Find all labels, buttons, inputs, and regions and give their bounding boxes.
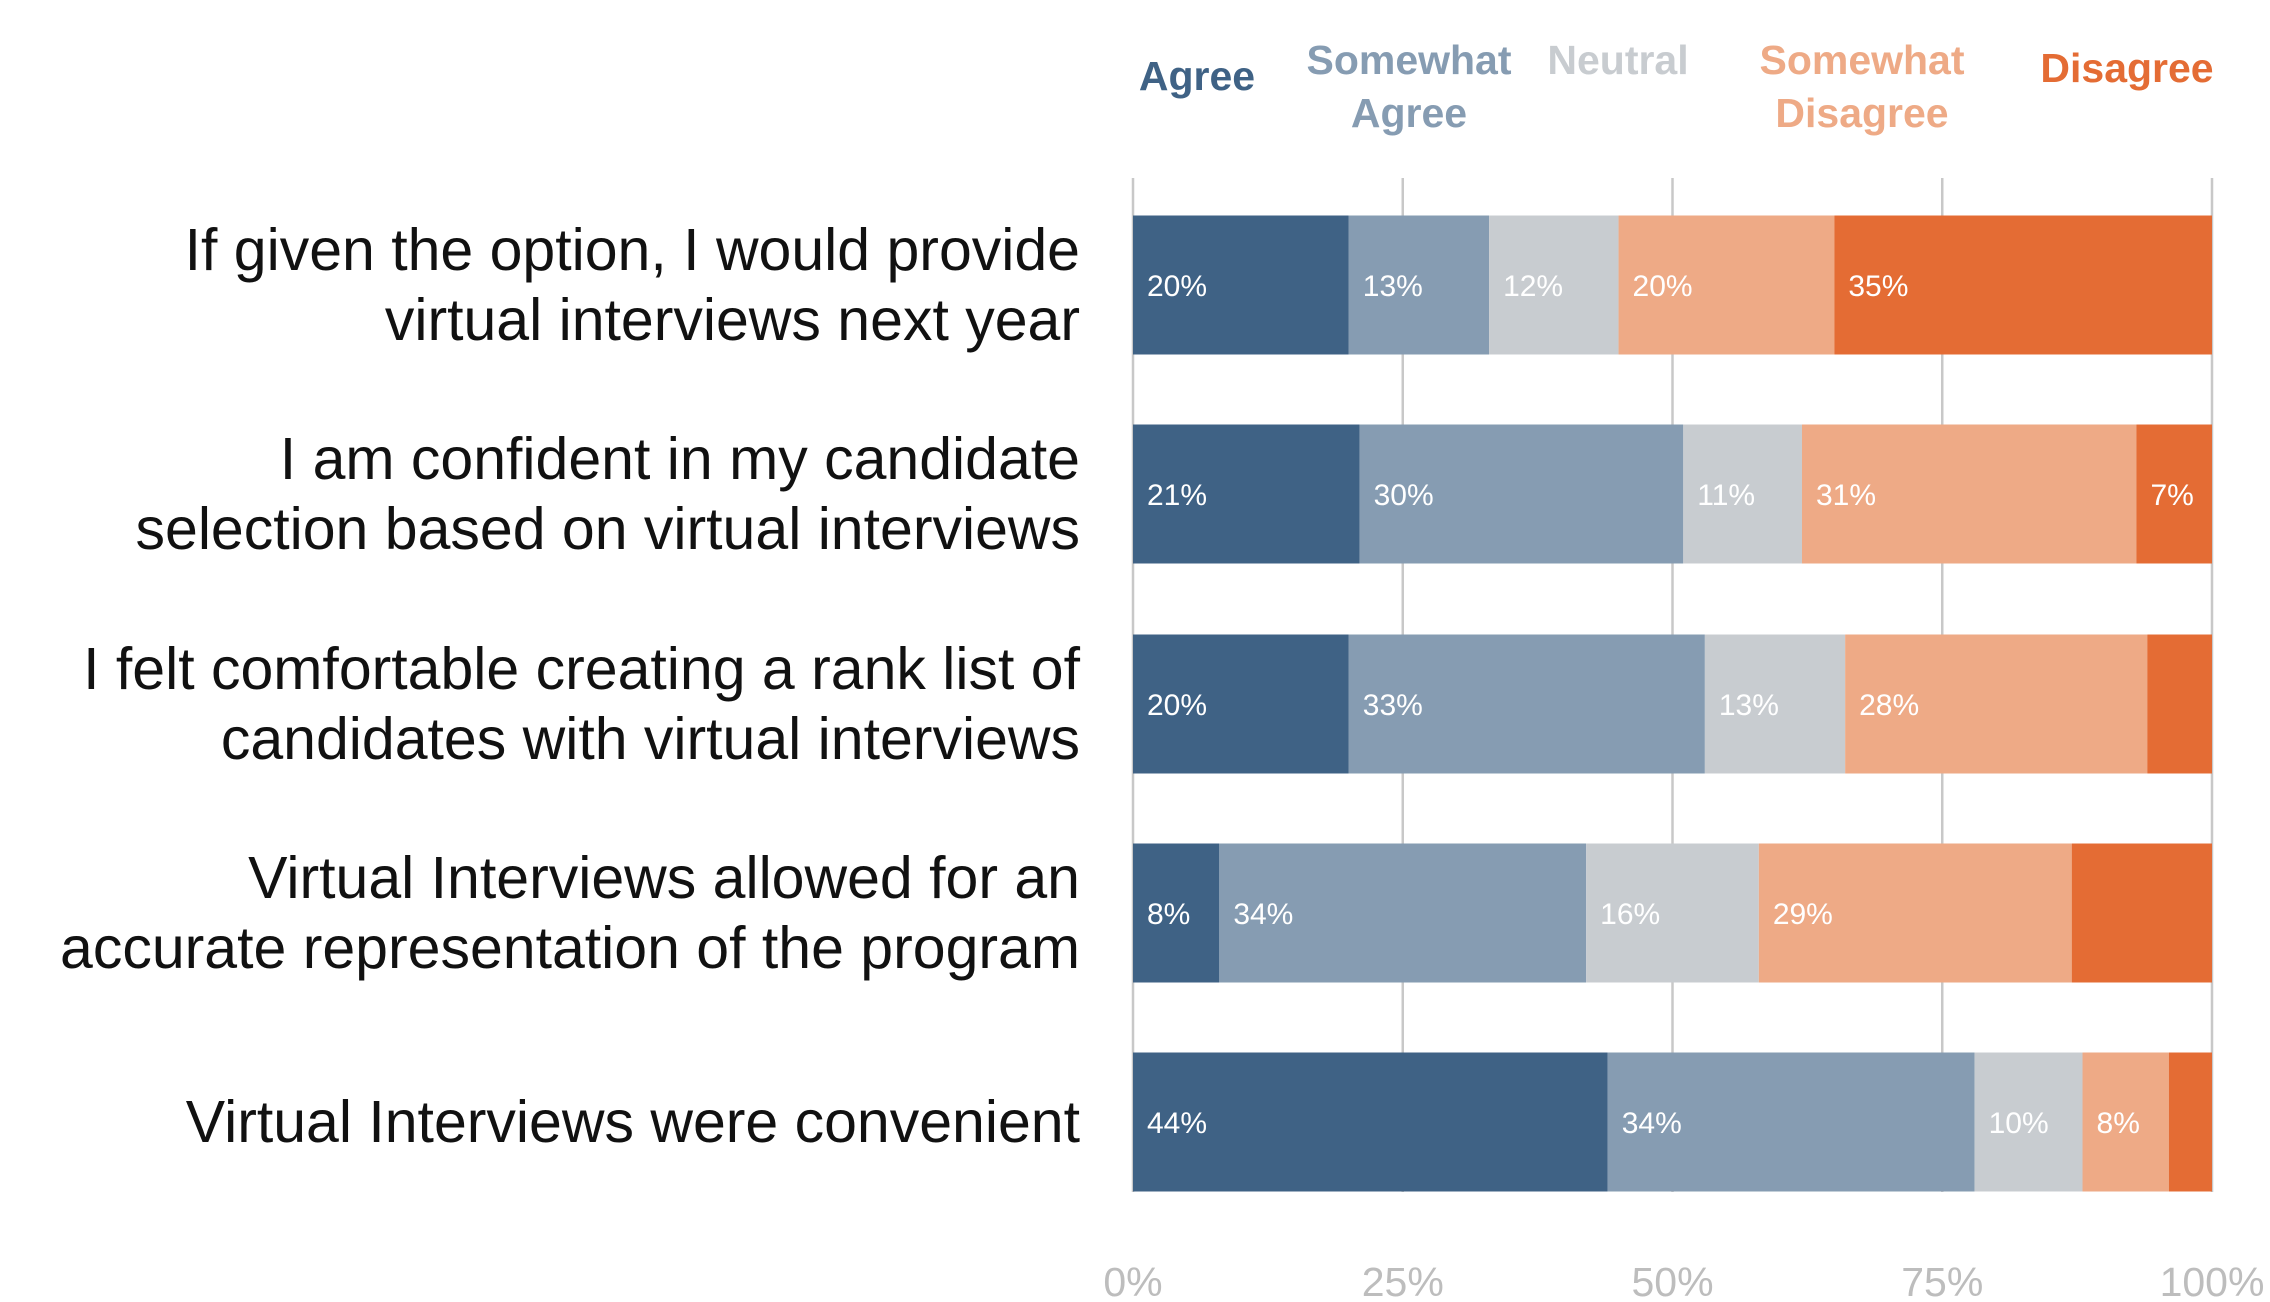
- bar-segment-disagree-row-4: [2071, 843, 2212, 983]
- data-label-somewhat-disagree-row-1: 20%: [1633, 270, 1693, 303]
- legend-label-somewhat-agree-line-1: Somewhat: [1306, 37, 1511, 83]
- legend-label-disagree-line-1: Disagree: [2040, 45, 2213, 91]
- bar-segment-disagree-row-1: [1834, 215, 2212, 355]
- data-label-agree-row-4: 8%: [1147, 898, 1190, 931]
- bar-segment-somewhat-disagree-row-3: [1845, 634, 2148, 774]
- legend-label-somewhat-agree-line-2: Agree: [1351, 90, 1467, 136]
- data-label-agree-row-2: 21%: [1147, 479, 1207, 512]
- legend-label-neutral-line-1: Neutral: [1547, 37, 1688, 83]
- bar-segment-somewhat-agree-row-4: [1219, 843, 1587, 983]
- data-label-neutral-row-2: 11%: [1697, 479, 1755, 512]
- data-label-somewhat-agree-row-3: 33%: [1363, 689, 1423, 722]
- data-label-agree-row-1: 20%: [1147, 270, 1207, 303]
- legend-label-agree-line-1: Agree: [1139, 53, 1255, 99]
- bar-segment-agree-row-4: [1133, 843, 1220, 983]
- bar-segment-agree-row-2: [1133, 424, 1360, 564]
- bar-segment-somewhat-disagree-row-4: [1758, 843, 2072, 983]
- bar-segment-somewhat-agree-row-3: [1348, 634, 1705, 774]
- bar-segment-neutral-row-3: [1704, 634, 1846, 774]
- data-label-somewhat-agree-row-5: 34%: [1622, 1107, 1682, 1140]
- category-labels: If given the option, I would providevirt…: [60, 217, 1081, 1155]
- x-tick-label-75: 75%: [1901, 1259, 1983, 1302]
- category-label-row-1-line-2: virtual interviews next year: [385, 287, 1080, 353]
- x-tick-label-100: 100%: [2160, 1259, 2265, 1302]
- bar-segment-neutral-row-1: [1489, 215, 1619, 355]
- legend-label-somewhat-disagree-line-1: Somewhat: [1759, 37, 1964, 83]
- data-label-disagree-row-2: 7%: [2150, 479, 2193, 512]
- data-label-somewhat-agree-row-4: 34%: [1233, 898, 1293, 931]
- legend: Agree Somewhat Agree Neutral Somewhat Disagre…: [1139, 37, 2214, 136]
- data-label-somewhat-disagree-row-2: 31%: [1816, 479, 1876, 512]
- bar-segment-somewhat-disagree-row-5: [2082, 1052, 2169, 1192]
- bar-segment-agree-row-5: [1133, 1052, 1608, 1192]
- bars: [1133, 215, 2212, 1192]
- bar-segment-somewhat-disagree-row-1: [1618, 215, 1835, 355]
- category-label-row-4-line-1: Virtual Interviews allowed for an: [248, 845, 1080, 911]
- data-label-agree-row-5: 44%: [1147, 1107, 1207, 1140]
- bar-segment-disagree-row-3: [2147, 634, 2212, 774]
- x-tick-label-50: 50%: [1631, 1259, 1713, 1302]
- data-label-neutral-row-4: 16%: [1600, 898, 1660, 931]
- category-label-row-3-line-1: I felt comfortable creating a rank list …: [83, 636, 1081, 702]
- category-label-row-5-line-1: Virtual Interviews were convenient: [186, 1089, 1080, 1155]
- data-label-neutral-row-1: 12%: [1503, 270, 1563, 303]
- bar-segment-disagree-row-2: [2136, 424, 2212, 564]
- bar-segment-somewhat-agree-row-2: [1359, 424, 1684, 564]
- bar-segment-agree-row-3: [1133, 634, 1349, 774]
- data-label-neutral-row-3: 13%: [1719, 689, 1779, 722]
- data-label-somewhat-disagree-row-5: 8%: [2097, 1107, 2140, 1140]
- x-axis-tick-labels: 0% 25% 50% 75% 100%: [1103, 1259, 2264, 1302]
- category-label-row-3-line-2: candidates with virtual interviews: [221, 706, 1080, 772]
- bar-segment-agree-row-1: [1133, 215, 1349, 355]
- bar-segment-neutral-row-2: [1683, 424, 1802, 564]
- data-label-disagree-row-1: 35%: [1848, 270, 1908, 303]
- category-label-row-4-line-2: accurate representation of the program: [60, 915, 1080, 981]
- legend-label-somewhat-disagree-line-2: Disagree: [1775, 90, 1948, 136]
- bar-segment-neutral-row-5: [1974, 1052, 2083, 1192]
- x-tick-label-0: 0%: [1103, 1259, 1162, 1302]
- bar-segment-disagree-row-5: [2168, 1052, 2212, 1192]
- data-labels: 20% 13% 12% 20% 35% 21% 30% 11% 31% 7% 20% 33% 13% 28…: [1147, 270, 2194, 1140]
- data-label-somewhat-agree-row-2: 30%: [1374, 479, 1434, 512]
- data-label-somewhat-agree-row-1: 13%: [1363, 270, 1423, 303]
- bar-segment-neutral-row-4: [1586, 843, 1759, 983]
- data-label-neutral-row-5: 10%: [1989, 1107, 2049, 1140]
- x-tick-label-25: 25%: [1362, 1259, 1444, 1302]
- bar-segment-somewhat-agree-row-5: [1607, 1052, 1975, 1192]
- bar-segment-somewhat-disagree-row-2: [1801, 424, 2137, 564]
- bar-segment-somewhat-agree-row-1: [1348, 215, 1490, 355]
- category-label-row-1-line-1: If given the option, I would provide: [185, 217, 1080, 283]
- data-label-somewhat-disagree-row-4: 29%: [1773, 898, 1833, 931]
- data-label-somewhat-disagree-row-3: 28%: [1859, 689, 1919, 722]
- category-label-row-2-line-1: I am confident in my candidate: [280, 426, 1080, 492]
- category-label-row-2-line-2: selection based on virtual interviews: [136, 496, 1081, 562]
- data-label-agree-row-3: 20%: [1147, 689, 1207, 722]
